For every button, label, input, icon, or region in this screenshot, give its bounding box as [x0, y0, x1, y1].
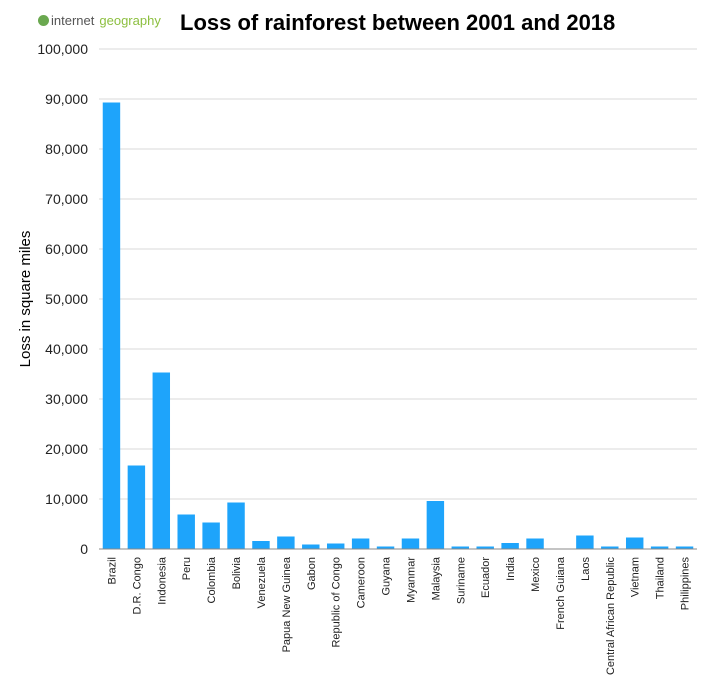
x-tick-label: Peru [181, 557, 193, 580]
bar [650, 546, 669, 549]
bar [277, 536, 295, 549]
logo-text-1: internet [51, 13, 95, 28]
bar [127, 465, 146, 549]
y-tick-label: 10,000 [45, 491, 88, 507]
bar [451, 546, 470, 549]
bar [476, 546, 494, 549]
x-tick-label: Malaysia [430, 556, 442, 600]
bar [202, 522, 220, 549]
x-tick-label: Ecuador [480, 557, 492, 598]
x-tick-label: Philippines [680, 557, 692, 611]
bar [576, 535, 594, 549]
bar [351, 538, 370, 549]
bar [675, 546, 694, 549]
x-tick-label: Colombia [206, 556, 218, 603]
y-tick-label: 70,000 [45, 191, 88, 207]
y-tick-label: 20,000 [45, 441, 88, 457]
x-tick-label: Gabon [306, 557, 318, 590]
bar [102, 102, 121, 549]
x-tick-label: India [505, 556, 517, 581]
bar [252, 541, 270, 549]
y-tick-label: 40,000 [45, 341, 88, 357]
bar [152, 372, 171, 549]
x-tick-label: Thailand [655, 557, 667, 599]
bar [501, 543, 519, 549]
y-tick-label: 100,000 [37, 41, 88, 57]
bar [177, 514, 195, 549]
bar [625, 537, 644, 549]
x-tick-label: Republic of Congo [331, 557, 343, 648]
bar [526, 538, 544, 549]
x-tick-label: Laos [580, 557, 592, 581]
y-axis-label: Loss in square miles [17, 231, 34, 368]
bar [601, 546, 619, 549]
x-tick-label: Brazil [106, 557, 118, 585]
y-tick-label: 0 [80, 541, 88, 557]
x-tick-label: Suriname [455, 557, 467, 604]
x-tick-label: Bolivia [231, 556, 243, 589]
bar [302, 544, 320, 549]
y-tick-label: 30,000 [45, 391, 88, 407]
x-tick-label: Guyana [381, 556, 393, 595]
x-tick-label: Indonesia [156, 556, 168, 605]
bar [401, 538, 420, 549]
bar [326, 543, 345, 549]
x-tick-label: Cameroon [356, 557, 368, 608]
x-tick-label: Central African Republic [605, 557, 617, 676]
x-tick-label: Vietnam [630, 557, 642, 597]
x-tick-label: Venezuela [256, 556, 268, 608]
bar [227, 502, 245, 549]
bar [376, 546, 395, 549]
y-tick-label: 60,000 [45, 241, 88, 257]
y-tick-label: 80,000 [45, 141, 88, 157]
globe-icon [38, 15, 49, 26]
y-tick-label: 90,000 [45, 91, 88, 107]
x-tick-label: Papua New Guinea [281, 556, 293, 652]
y-tick-label: 50,000 [45, 291, 88, 307]
logo: internet geography [38, 13, 161, 28]
x-tick-label: D.R. Congo [131, 557, 143, 614]
x-tick-label: French Guiana [555, 556, 567, 630]
logo-text-2: geography [99, 13, 161, 28]
bar [426, 501, 445, 549]
x-tick-label: Myanmar [405, 557, 417, 603]
x-tick-label: Mexico [530, 557, 542, 592]
chart-title: Loss of rainforest between 2001 and 2018 [180, 10, 616, 35]
